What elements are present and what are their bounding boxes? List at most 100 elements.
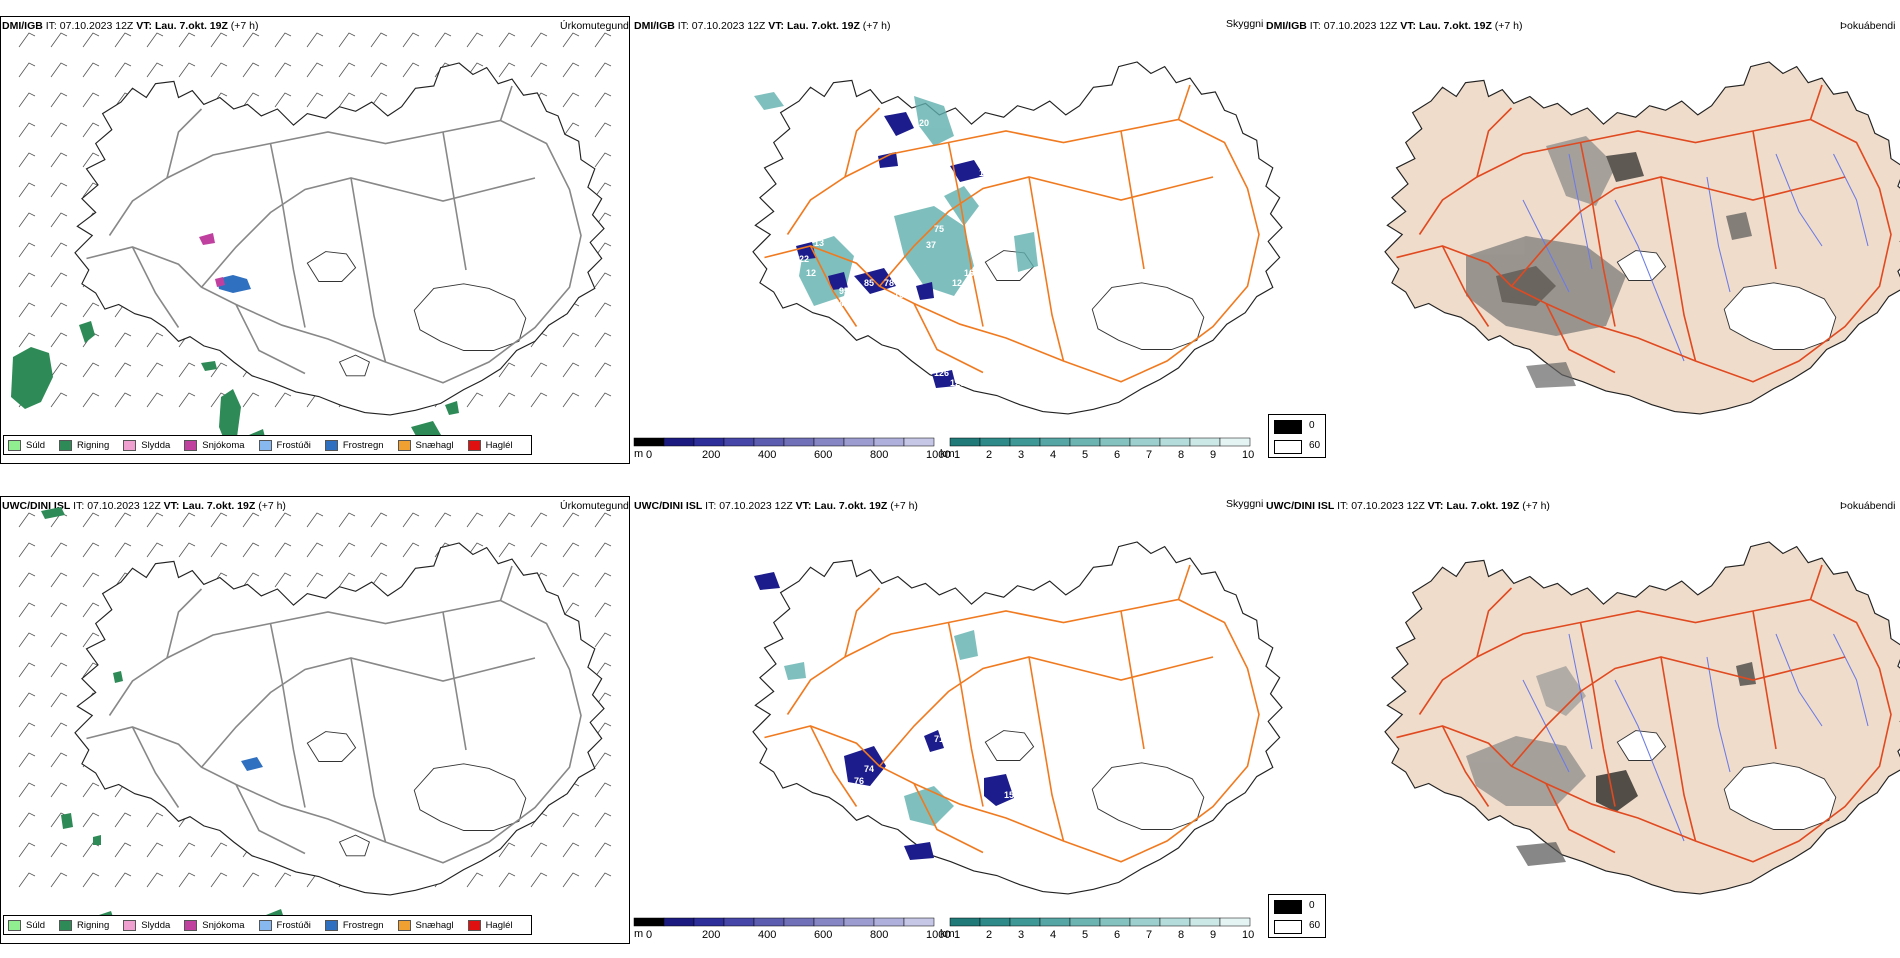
wind-barb — [274, 872, 292, 888]
legend-label: Rigning — [77, 919, 110, 931]
fog-legend-swatch-0 — [1274, 420, 1302, 434]
legend-item: Haglél — [467, 919, 513, 931]
colorbar-segment — [949, 437, 981, 447]
wind-barb — [114, 812, 132, 828]
wind-barb — [594, 872, 612, 888]
legend-label: Súld — [26, 919, 46, 931]
panel-a-title: Úrkomutegund — [560, 20, 629, 32]
colorbar-tick-label: 10 — [1242, 929, 1254, 941]
colorbar-segment — [1129, 917, 1161, 927]
wind-barb — [82, 512, 100, 528]
wind-barb — [50, 572, 68, 588]
wind-barb — [146, 362, 164, 378]
colorbar-tick-label: 5 — [1082, 449, 1088, 461]
fog-legend-label-0: 0 — [1309, 900, 1315, 911]
wind-barb — [594, 542, 612, 558]
legend-item: Snæhagl — [397, 439, 454, 451]
wind-barb — [82, 872, 100, 888]
fog-legend-label-1: 60 — [1309, 440, 1321, 451]
colorbar-segment — [693, 917, 725, 927]
wind-barb — [146, 32, 164, 48]
wind-barb — [210, 842, 228, 858]
wind-barb — [50, 122, 68, 138]
wind-barb — [594, 92, 612, 108]
wind-barb — [370, 32, 388, 48]
wind-barb — [594, 572, 612, 588]
panel-b-title: Skyggni — [1226, 498, 1264, 510]
wind-barb — [594, 332, 612, 348]
wind-barb — [114, 842, 132, 858]
wind-barb — [338, 542, 356, 558]
legend-item: Súld — [8, 919, 46, 931]
wind-barb — [402, 512, 420, 528]
model-row-top: DMI/IGB IT: 07.10.2023 12Z VT: Lau. 7.ok… — [0, 12, 1900, 478]
wind-barb — [18, 32, 36, 48]
cloud-base-value-label: 84 — [834, 298, 844, 308]
colorbar-segment — [1159, 437, 1191, 447]
colorbar-segment — [1009, 917, 1041, 927]
colorbar-segment — [1189, 437, 1221, 447]
colorbar-segment — [633, 437, 665, 447]
fog-index-map — [1384, 541, 1900, 895]
cloud-base-value-label: 15 — [784, 328, 794, 338]
wind-barb — [242, 392, 260, 408]
legend-swatch — [258, 439, 272, 451]
panel-b-header: DMI/IGB IT: 07.10.2023 12Z VT: Lau. 7.ok… — [634, 20, 891, 32]
precip-type-map — [18, 507, 612, 933]
colorbar-tick-label: 0 — [646, 449, 652, 461]
cloud-base-value-label: 74 — [1064, 218, 1074, 228]
wind-barb — [82, 542, 100, 558]
wind-barb — [562, 92, 580, 108]
wind-barb — [146, 392, 164, 408]
legend-swatch — [467, 439, 481, 451]
colorbar-segment — [1069, 917, 1101, 927]
panel-b-header: UWC/DINI ISL IT: 07.10.2023 12Z VT: Lau.… — [634, 500, 918, 512]
wind-barb — [18, 722, 36, 738]
colorbar-segment — [843, 917, 875, 927]
wind-barb — [274, 542, 292, 558]
colorbar-segment — [1099, 917, 1131, 927]
colorbar-segment — [633, 917, 665, 927]
cloud-base-value-label: 72 — [874, 868, 884, 878]
wind-barb — [114, 512, 132, 528]
wind-barb — [274, 392, 292, 408]
wind-barb — [242, 542, 260, 558]
colorbar-segment — [1159, 917, 1191, 927]
visibility-areas — [754, 92, 1038, 306]
wind-barb — [498, 512, 516, 528]
legend-item: Rigning — [59, 919, 110, 931]
wind-barb — [594, 512, 612, 528]
visibility-unit: km — [940, 928, 955, 940]
colorbar-segment — [663, 917, 695, 927]
wind-barb — [338, 512, 356, 528]
fog-legend-swatch-1 — [1274, 920, 1302, 934]
wind-barb — [594, 632, 612, 648]
wind-barb — [242, 62, 260, 78]
wind-barb — [242, 572, 260, 588]
wind-barb — [50, 362, 68, 378]
panel-a-header: UWC/DINI ISL IT: 07.10.2023 12Z VT: Lau.… — [2, 500, 286, 512]
legend-item: Slydda — [123, 439, 170, 451]
wind-barb — [274, 92, 292, 108]
legend-label: Slydda — [141, 919, 171, 931]
legend-label: Frostregn — [342, 439, 384, 451]
colorbar-tick-label: 7 — [1146, 929, 1152, 941]
wind-barb — [370, 542, 388, 558]
wind-barb — [562, 872, 580, 888]
colorbar-tick-label: 2 — [986, 449, 992, 461]
wind-barb — [562, 62, 580, 78]
colorbar-segment — [1099, 437, 1131, 447]
fog-legend-label-1: 60 — [1309, 920, 1321, 931]
wind-barb — [178, 542, 196, 558]
colorbar-tick-label: 800 — [870, 449, 888, 461]
wind-barb — [498, 542, 516, 558]
fog-index-legend: 0 60 — [1268, 894, 1326, 938]
wind-barb — [594, 152, 612, 168]
visibility-colorbar: 1 2 3 4 5 6 7 8 9 10 — [949, 437, 1254, 461]
wind-barb — [594, 842, 612, 858]
legend-swatch — [8, 919, 21, 931]
colorbar-segment — [783, 917, 815, 927]
wind-barb — [242, 92, 260, 108]
fog-legend-swatch-0 — [1274, 900, 1302, 914]
cloud-base-value-label: 78 — [884, 278, 894, 288]
